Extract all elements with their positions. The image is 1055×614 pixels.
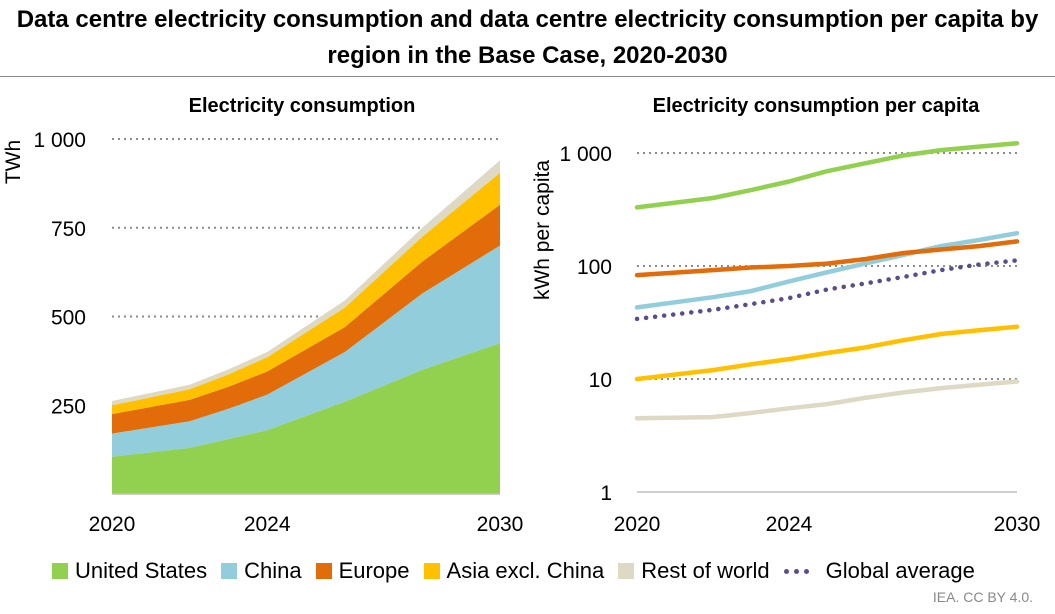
legend-item-europe: Europe <box>315 558 410 584</box>
legend-swatch-global-average <box>783 568 814 574</box>
legend-label-asia-excl-china: Asia excl. China <box>446 558 605 583</box>
legend-label-global-average: Global average <box>825 558 975 583</box>
area-united-states <box>112 343 500 494</box>
legend-swatch-rest-of-world <box>618 563 635 579</box>
left-y-axis-label: TWh <box>2 140 25 184</box>
legend-swatch-asia-excl-china <box>423 563 440 579</box>
legend-item-united-states: United States <box>52 558 207 584</box>
right-x-tick-label: 2020 <box>614 513 661 536</box>
line-rest-of-world <box>634 379 1020 421</box>
right-chart-title: Electricity consumption per capita <box>653 95 981 117</box>
area-europe <box>112 204 500 434</box>
line-china <box>634 230 1020 310</box>
legend-label-europe: Europe <box>338 558 410 583</box>
legend-item-global-average: Global average <box>783 558 975 584</box>
right-y-tick-label: 1 <box>600 482 612 505</box>
legend-swatch-united-states <box>52 563 68 579</box>
line-united-states <box>634 140 1020 210</box>
right-x-tick-label: 2030 <box>994 513 1041 536</box>
legend-swatch-europe <box>315 563 332 579</box>
title-divider <box>0 76 1055 77</box>
legend-item-asia-excl-china: Asia excl. China <box>423 558 605 584</box>
charts-canvas: Electricity consumption 250 500 750 1 000 202… <box>2 95 1041 536</box>
legend-item-china: China <box>221 558 302 584</box>
line-asia-excl-china <box>634 324 1020 382</box>
left-y-tick-label: 250 <box>51 395 86 418</box>
chart-title: Data centre electricity consumption and … <box>16 6 1039 69</box>
legend-label-china: China <box>244 558 302 583</box>
left-x-tick-label: 2030 <box>477 513 524 536</box>
right-y-tick-label: 10 <box>589 369 612 392</box>
line-global-average <box>634 258 1020 322</box>
left-chart-title: Electricity consumption <box>189 95 416 117</box>
legend-item-rest-of-world: Rest of world <box>618 558 770 584</box>
right-y-tick-label: 1 000 <box>559 143 612 166</box>
right-y-axis-label: kWh per capita <box>531 160 554 300</box>
legend-swatch-china <box>221 563 238 579</box>
left-y-tick-label: 500 <box>51 307 86 330</box>
left-x-tick-label: 2024 <box>244 513 291 536</box>
right-x-tick-label: 2024 <box>766 513 813 536</box>
left-y-tick-label: 1 000 <box>33 129 86 152</box>
legend: United States China Europe Asia excl. Ch… <box>52 558 989 584</box>
line-europe <box>634 239 1020 278</box>
legend-label-rest-of-world: Rest of world <box>641 558 770 583</box>
left-y-tick-label: 750 <box>51 218 86 241</box>
left-x-tick-label: 2020 <box>89 513 136 536</box>
area-china <box>112 245 500 457</box>
right-y-tick-label: 100 <box>577 256 612 279</box>
legend-label-united-states: United States <box>75 558 208 583</box>
source-note: IEA. CC BY 4.0. <box>932 589 1033 605</box>
